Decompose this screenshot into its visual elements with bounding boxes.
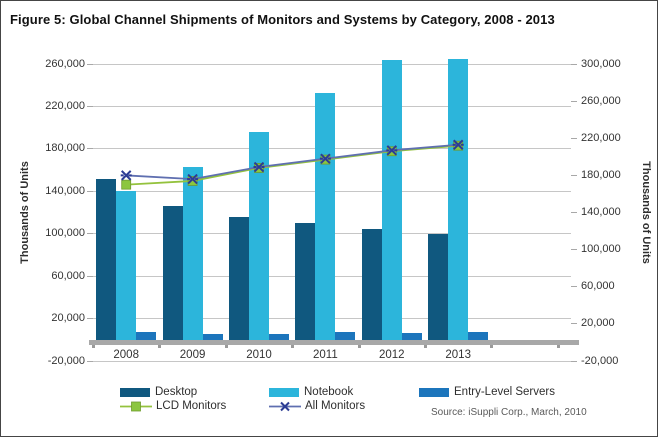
legend-swatch bbox=[269, 387, 299, 397]
source-note: Source: iSuppli Corp., March, 2010 bbox=[431, 407, 587, 418]
bar-notebook-2009 bbox=[182, 166, 203, 341]
right-axis-tick bbox=[571, 249, 577, 251]
legend-swatch bbox=[120, 387, 150, 397]
bar-entry-level-servers-2012 bbox=[401, 332, 422, 341]
right-axis-tick-label: 300,000 bbox=[581, 57, 621, 70]
legend-item-desktop: Desktop bbox=[120, 386, 197, 398]
left-axis-tick bbox=[87, 105, 93, 107]
left-axis-tick-label: 180,000 bbox=[45, 142, 85, 155]
left-axis-tick bbox=[87, 275, 93, 277]
bar-desktop-2011 bbox=[295, 223, 316, 341]
left-axis-tick-label: 140,000 bbox=[45, 184, 85, 197]
bar-desktop-2008 bbox=[96, 178, 117, 341]
bar-entry-level-servers-2010 bbox=[269, 333, 289, 341]
legend-swatch bbox=[419, 387, 449, 397]
x-axis-tick bbox=[424, 345, 427, 349]
legend-item-notebook: Notebook bbox=[269, 386, 353, 398]
left-axis-tick bbox=[87, 63, 93, 65]
right-axis-tick-label: 100,000 bbox=[581, 243, 621, 256]
left-axis-tick-label: 220,000 bbox=[45, 99, 85, 112]
left-axis-tick bbox=[87, 318, 93, 320]
left-axis-tick-label: 260,000 bbox=[45, 57, 85, 70]
right-axis-tick bbox=[571, 63, 577, 65]
right-axis-tick bbox=[571, 212, 577, 213]
marker-all-monitors-2011 bbox=[319, 153, 331, 164]
right-axis-tick bbox=[571, 323, 577, 325]
chart-title: Figure 5: Global Channel Shipments of Mo… bbox=[10, 12, 555, 27]
legend-label: Notebook bbox=[304, 386, 354, 398]
bar-desktop-2013 bbox=[428, 233, 449, 341]
bar-entry-level-servers-2009 bbox=[202, 334, 223, 341]
x-category-label: 2010 bbox=[246, 348, 272, 361]
marker-all-monitors-2010 bbox=[253, 161, 265, 173]
x-category-label: 2008 bbox=[113, 348, 139, 361]
x-category-label: 2011 bbox=[313, 348, 338, 361]
legend-label: LCD Monitors bbox=[156, 400, 227, 412]
right-axis-title: Thousands of Units bbox=[640, 161, 652, 264]
right-axis-tick-label: -20,000 bbox=[581, 354, 619, 367]
marker-lcd-monitors-2008 bbox=[121, 179, 132, 190]
marker-lcd-monitors-2009 bbox=[187, 176, 198, 186]
legend-line-sample bbox=[269, 401, 301, 411]
right-axis-tick bbox=[571, 360, 577, 362]
x-axis-tick bbox=[556, 345, 560, 349]
legend-item-entry-level-servers: Entry-Level Servers bbox=[419, 386, 555, 398]
x-category-label: 2013 bbox=[445, 348, 471, 361]
line-series-overlay bbox=[120, 139, 464, 190]
marker-all-monitors-2013 bbox=[452, 139, 464, 150]
gridline bbox=[93, 360, 571, 362]
right-axis-tick-label: 140,000 bbox=[581, 206, 621, 218]
right-axis-tick-label: 220,000 bbox=[581, 131, 621, 144]
x-category-label: 2012 bbox=[378, 348, 405, 361]
right-axis-tick bbox=[571, 100, 577, 102]
x-axis-tick bbox=[92, 345, 95, 349]
x-axis-tick bbox=[224, 345, 228, 349]
legend-item-all-monitors: All Monitors bbox=[269, 400, 365, 412]
x-category-label: 2009 bbox=[179, 348, 206, 361]
left-axis-tick bbox=[87, 233, 93, 235]
right-axis-tick bbox=[571, 137, 577, 139]
left-axis-tick-label: 100,000 bbox=[45, 227, 85, 240]
x-axis-tick bbox=[291, 345, 295, 349]
left-axis-tick bbox=[87, 190, 93, 192]
bar-desktop-2010 bbox=[229, 216, 249, 341]
left-axis-tick bbox=[87, 360, 93, 362]
x-axis-tick bbox=[357, 345, 361, 349]
line-all-monitors bbox=[126, 143, 459, 180]
bar-notebook-2008 bbox=[116, 191, 137, 341]
bar-entry-level-servers-2008 bbox=[136, 332, 157, 341]
bar-notebook-2013 bbox=[448, 58, 469, 341]
marker-all-monitors-2008 bbox=[120, 170, 132, 181]
bar-entry-level-servers-2013 bbox=[468, 331, 489, 341]
left-axis-tick bbox=[87, 148, 93, 150]
legend-label: Entry-Level Servers bbox=[454, 386, 555, 398]
bar-notebook-2010 bbox=[249, 131, 269, 341]
legend-item-lcd-monitors: LCD Monitors bbox=[120, 400, 226, 412]
right-axis-tick-label: 260,000 bbox=[581, 94, 621, 107]
bar-desktop-2012 bbox=[361, 229, 382, 341]
marker-all-monitors-2009 bbox=[187, 173, 199, 185]
marker-all-monitors-2012 bbox=[386, 145, 398, 156]
right-axis-tick bbox=[571, 286, 577, 288]
bar-desktop-2009 bbox=[162, 206, 183, 341]
line-lcd-monitors bbox=[126, 144, 459, 186]
left-axis-tick-label: -20,000 bbox=[47, 354, 85, 367]
right-axis-tick-label: 180,000 bbox=[581, 168, 621, 181]
legend-label: Desktop bbox=[155, 386, 198, 398]
x-axis-tick bbox=[158, 345, 162, 349]
right-axis-tick bbox=[571, 174, 577, 176]
legend-line-sample bbox=[120, 401, 152, 411]
bar-notebook-2012 bbox=[381, 59, 402, 341]
right-axis-tick-label: 20,000 bbox=[581, 317, 615, 330]
x-axis-line bbox=[89, 339, 579, 345]
left-axis-tick-label: 60,000 bbox=[51, 269, 85, 282]
legend-label: All Monitors bbox=[305, 400, 366, 412]
left-axis-tick-label: 20,000 bbox=[51, 312, 85, 325]
gridline bbox=[93, 63, 571, 65]
right-axis-tick-label: 60,000 bbox=[581, 280, 615, 293]
bar-entry-level-servers-2011 bbox=[335, 332, 356, 341]
x-axis-tick bbox=[490, 345, 494, 349]
